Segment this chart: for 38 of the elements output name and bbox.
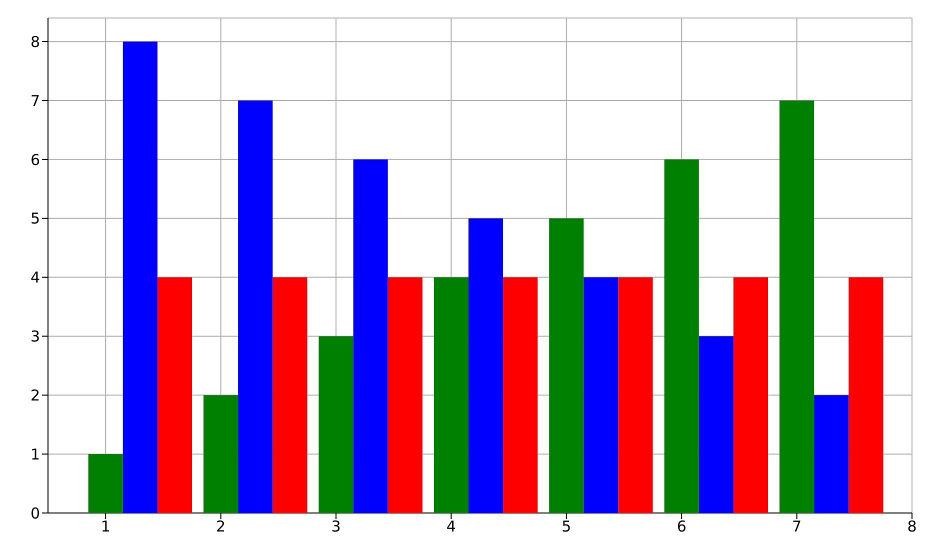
- y-tick-label: 5: [30, 210, 40, 228]
- y-tick-label: 8: [30, 32, 40, 51]
- y-tick-label: 3: [30, 328, 40, 346]
- y-tick-label: 7: [30, 92, 40, 110]
- bar: [157, 277, 192, 513]
- x-tick-label: 4: [446, 518, 456, 536]
- x-tick-label: 7: [792, 518, 802, 536]
- y-tick-label: 2: [30, 386, 40, 404]
- y-tick-label: 6: [30, 150, 40, 169]
- y-tick-label: 0: [30, 504, 40, 522]
- bar: [848, 277, 884, 513]
- bar: [238, 100, 273, 513]
- bar: [434, 277, 468, 513]
- bar: [733, 277, 768, 513]
- bar: [698, 336, 734, 513]
- x-tick-label: 6: [676, 518, 686, 536]
- bar: [549, 218, 584, 513]
- bar: [584, 277, 618, 513]
- bar: [388, 277, 422, 513]
- x-tick-label: 8: [907, 518, 917, 536]
- bar: [468, 218, 504, 513]
- y-tick-label: 1: [30, 445, 40, 464]
- x-tick-label: 2: [216, 518, 226, 536]
- bar: [353, 159, 388, 513]
- x-tick-label: 3: [331, 518, 341, 536]
- bar: [503, 277, 538, 513]
- bar: [814, 395, 849, 513]
- bar: [318, 336, 354, 513]
- bar: [272, 277, 308, 513]
- bar: [204, 395, 238, 513]
- bar: [664, 159, 699, 513]
- y-tick-label: 4: [30, 268, 40, 287]
- x-tick-label: 1: [100, 518, 110, 536]
- bar: [618, 277, 653, 513]
- bar: [122, 42, 158, 513]
- bar: [780, 100, 814, 513]
- x-tick-label: 5: [562, 518, 572, 536]
- bar: [88, 454, 123, 513]
